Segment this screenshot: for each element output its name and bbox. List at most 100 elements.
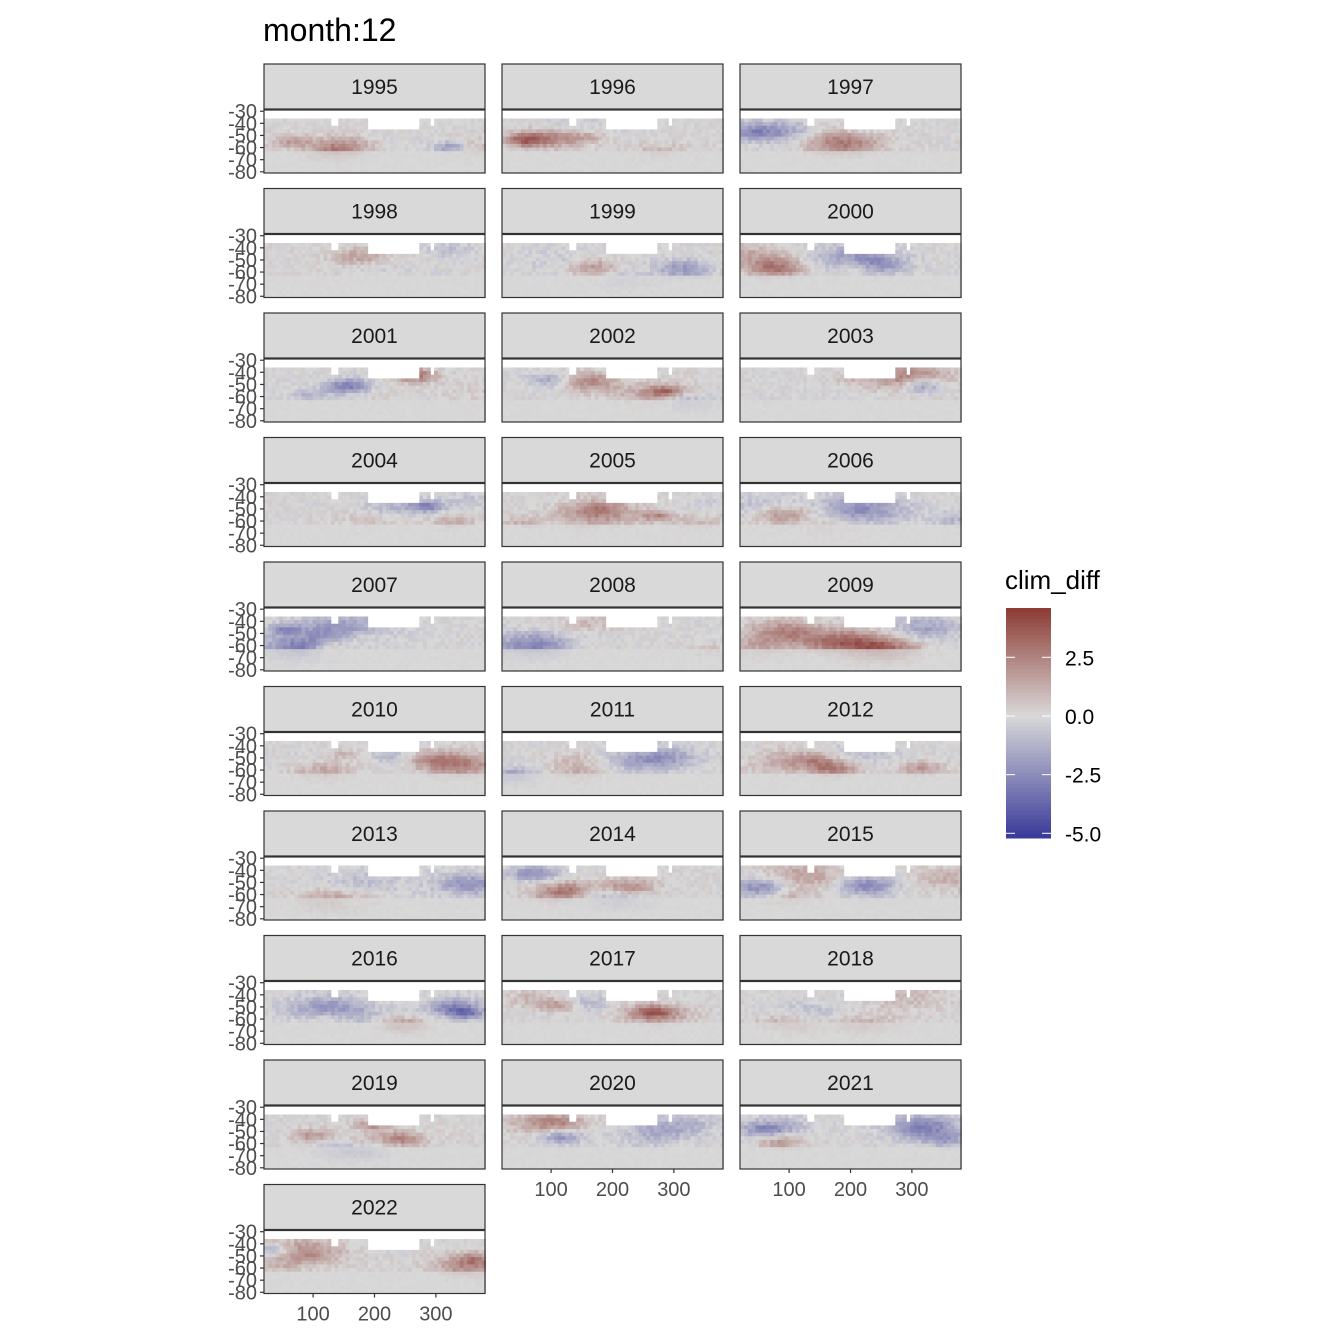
heat-cell [777,258,781,262]
heat-cell [940,268,944,272]
heat-cell [283,140,287,144]
heat-cell [643,155,647,159]
heat-cell [943,148,947,152]
heat-cell [774,261,778,265]
heat-cell [807,279,811,283]
heat-cell [847,155,851,159]
heat-cell [855,254,859,258]
heat-cell [709,151,713,155]
heat-cell [272,265,276,269]
heat-cell [265,261,269,265]
heat-cell [643,265,647,269]
heat-cell [635,162,639,166]
heat-cell [796,272,800,276]
heat-cell [283,254,287,258]
heat-cell [635,166,639,170]
heat-cell [272,290,276,294]
heat-cell [405,279,409,283]
heat-cell [364,151,368,155]
heat-cell [694,250,698,254]
heat-cell [858,261,862,265]
heat-cell [936,268,940,272]
heat-cell [877,148,881,152]
heat-cell [825,155,829,159]
heat-cell [781,162,785,166]
heat-cell [788,162,792,166]
heat-cell [595,162,599,166]
heat-cell [394,137,398,141]
heat-cell [320,158,324,162]
heat-cell [272,261,276,265]
heat-cell [558,148,562,152]
heat-cell [283,247,287,251]
heat-cell [888,155,892,159]
heat-cell [265,268,269,272]
heat-cell [777,261,781,265]
heat-cell [609,261,613,265]
heat-cell [774,247,778,251]
heat-cell [748,287,752,291]
heat-cell [331,254,335,258]
heat-cell [628,261,632,265]
heat-cell [840,118,844,122]
heat-cell [713,148,717,152]
heat-cell [635,140,639,144]
heat-cell [836,162,840,166]
facet-label: 1996 [589,76,636,99]
heat-cell [595,137,599,141]
heat-cell [928,283,932,287]
heat-cell [698,290,702,294]
heat-cell [877,254,881,258]
heat-cell [464,155,468,159]
heat-cell [788,140,792,144]
heat-cell [397,148,401,152]
heat-cell [877,144,881,148]
heat-cell [932,279,936,283]
heat-cell [335,272,339,276]
heat-cell [349,243,353,247]
heat-cell [676,140,680,144]
heat-cell [624,133,628,137]
heat-cell [445,126,449,130]
heat-cell [584,283,588,287]
heat-cell [338,290,342,294]
heat-cell [925,133,929,137]
heat-cell [298,272,302,276]
heat-cell [427,133,431,137]
heat-cell [822,140,826,144]
heat-cell [397,261,401,265]
heat-cell [825,250,829,254]
heat-cell [822,276,826,280]
heat-cell [423,140,427,144]
heat-cell [620,261,624,265]
heat-cell [405,155,409,159]
heat-cell [862,265,866,269]
heat-cell [870,279,874,283]
heat-cell [650,137,654,141]
heat-cell [954,283,958,287]
heat-cell [888,258,892,262]
heat-cell [748,162,752,166]
heat-cell [777,122,781,126]
heat-cell [716,166,720,170]
heat-cell [759,137,763,141]
heat-cell [547,287,551,291]
heat-cell [683,158,687,162]
heat-cell [687,118,691,122]
heat-cell [672,158,676,162]
heat-cell [375,279,379,283]
heat-cell [936,247,940,251]
heat-cell [298,276,302,280]
heat-cell [445,118,449,122]
heat-cell [766,276,770,280]
heat-cell [371,272,375,276]
heat-cell [811,265,815,269]
heat-cell [390,287,394,291]
heat-cell [467,258,471,262]
heat-cell [419,279,423,283]
heat-cell [467,155,471,159]
heat-cell [536,162,540,166]
heat-cell [408,137,412,141]
heat-cell [602,247,606,251]
heat-cell [829,158,833,162]
